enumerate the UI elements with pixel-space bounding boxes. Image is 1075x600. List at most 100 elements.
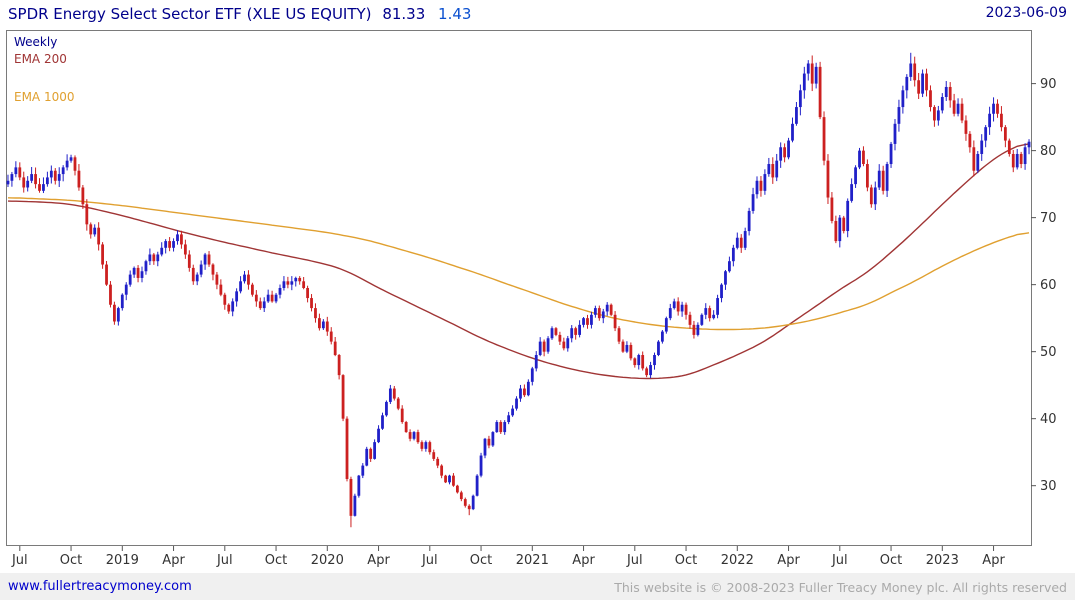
- candle: [266, 294, 270, 302]
- candle: [582, 318, 585, 325]
- candle: [452, 475, 455, 486]
- page-title: SPDR Energy Select Sector ETF (XLE US EQ…: [8, 5, 471, 23]
- candle: [700, 314, 704, 325]
- candle: [85, 204, 89, 225]
- candle: [392, 388, 396, 399]
- candle: [440, 465, 444, 476]
- candle: [270, 294, 274, 302]
- candle: [1015, 153, 1019, 168]
- candle: [467, 505, 471, 510]
- candle: [274, 294, 278, 302]
- candle: [30, 174, 34, 181]
- candle: [601, 311, 605, 319]
- candle: [676, 301, 680, 312]
- candle: [479, 455, 483, 476]
- x-tick-label: Oct: [470, 553, 492, 568]
- ema-line: [7, 143, 1030, 380]
- candle: [763, 174, 767, 191]
- candle: [976, 153, 980, 171]
- candle: [1023, 147, 1027, 165]
- candle: [905, 76, 909, 91]
- candle: [692, 324, 696, 335]
- candle: [290, 281, 294, 285]
- candle: [385, 401, 388, 416]
- x-tick-label: Oct: [265, 553, 287, 568]
- candle: [337, 355, 341, 376]
- candle: [144, 261, 148, 272]
- y-tick-label: 80: [1040, 144, 1057, 159]
- candle: [716, 298, 719, 315]
- candle: [18, 167, 22, 178]
- candle: [1019, 153, 1023, 165]
- candle: [948, 86, 952, 101]
- candle: [672, 301, 676, 309]
- candle: [436, 458, 440, 466]
- candle: [38, 184, 41, 191]
- x-tick-label: Oct: [675, 553, 697, 568]
- candle: [65, 160, 69, 168]
- candle: [933, 107, 936, 121]
- candle: [846, 200, 850, 232]
- candle: [164, 241, 168, 248]
- x-tick-label: Apr: [572, 553, 595, 568]
- candle: [463, 499, 467, 506]
- candle: [444, 475, 447, 483]
- y-tick-label: 70: [1040, 211, 1057, 226]
- candle: [921, 73, 924, 94]
- candle: [988, 113, 992, 128]
- x-tick-label: Jul: [421, 553, 438, 568]
- candle: [455, 485, 459, 493]
- candle: [97, 227, 101, 245]
- candle: [617, 328, 621, 342]
- candle: [779, 147, 783, 161]
- candle: [61, 167, 65, 175]
- candle: [562, 341, 566, 349]
- candle: [526, 381, 530, 396]
- candle: [73, 157, 77, 171]
- y-tick-label: 90: [1040, 77, 1057, 92]
- candle: [89, 224, 93, 235]
- chart-date: 2023-06-09: [985, 5, 1067, 21]
- candle: [432, 452, 436, 459]
- candle: [507, 415, 511, 423]
- legend-ema1000: EMA 1000: [14, 90, 75, 104]
- x-tick-label: Apr: [777, 553, 800, 568]
- candle: [708, 308, 712, 319]
- x-tick-label: Jul: [11, 553, 28, 568]
- candle: [814, 66, 818, 84]
- candle: [960, 103, 964, 121]
- candle: [791, 123, 794, 141]
- candle: [704, 308, 708, 315]
- candle: [538, 341, 542, 356]
- candle: [176, 234, 179, 242]
- candle: [574, 328, 578, 335]
- candle: [388, 388, 392, 402]
- candle: [590, 314, 593, 325]
- candle: [787, 140, 790, 158]
- candle: [570, 328, 574, 339]
- candle: [862, 150, 865, 165]
- candle: [664, 318, 668, 332]
- candle: [645, 368, 649, 376]
- candle: [495, 422, 499, 433]
- candle: [688, 314, 692, 325]
- candle: [424, 442, 428, 449]
- chart-legend: Weekly EMA 200 EMA 1000: [14, 34, 75, 106]
- candle: [227, 304, 231, 312]
- candle: [649, 365, 652, 376]
- candle: [239, 281, 242, 292]
- candle: [550, 328, 554, 339]
- site-link[interactable]: www.fullertreacymoney.com: [8, 579, 192, 594]
- candle: [499, 422, 503, 433]
- candle: [629, 344, 633, 359]
- candle: [771, 164, 775, 178]
- x-tick-label: Jul: [626, 553, 643, 568]
- candle: [798, 90, 802, 108]
- candle: [172, 241, 175, 248]
- candle: [542, 341, 546, 352]
- candle: [53, 170, 57, 181]
- candle: [140, 271, 144, 278]
- candle: [724, 271, 727, 285]
- candle: [404, 422, 408, 433]
- candle: [795, 107, 798, 124]
